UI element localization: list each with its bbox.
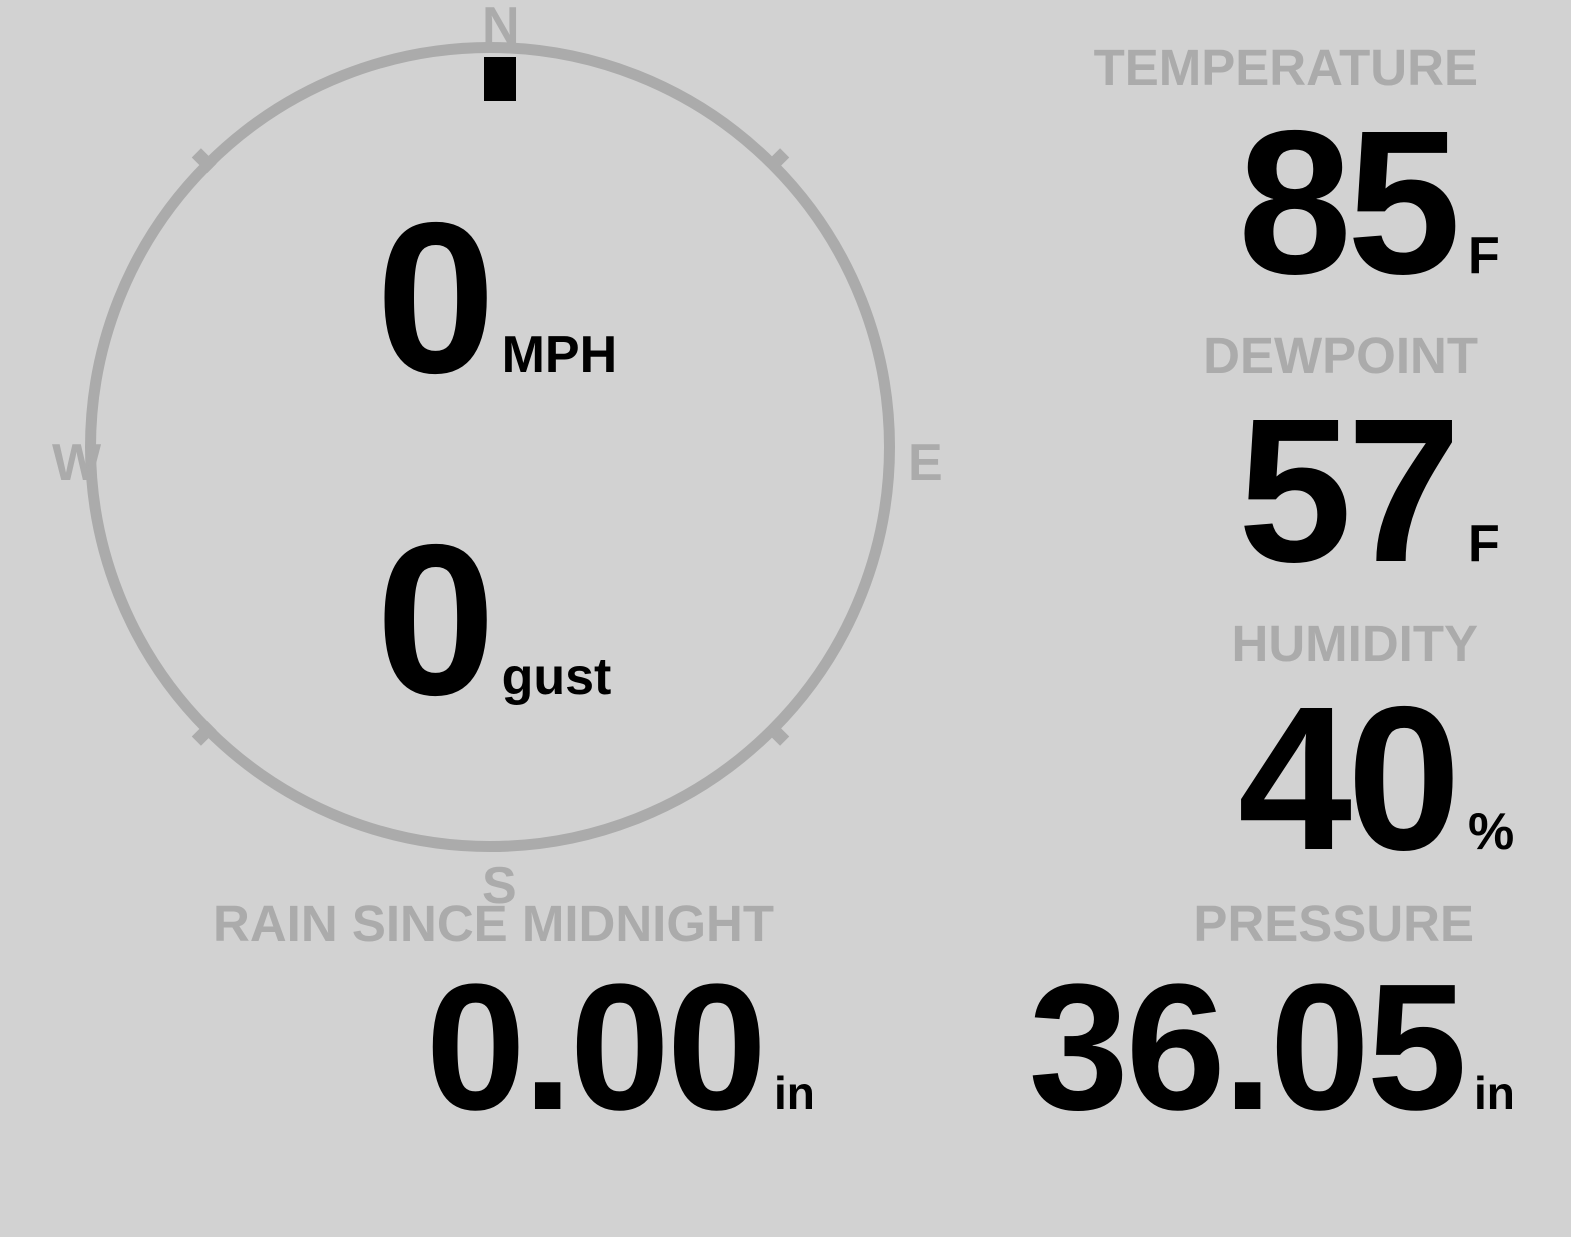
metric-pressure: PRESSURE 36.05 in bbox=[830, 898, 1520, 1142]
rain-unit: in bbox=[774, 1067, 815, 1119]
compass-tick-se bbox=[764, 721, 789, 746]
dewpoint-value: 57 bbox=[1237, 376, 1461, 605]
humidity-label: HUMIDITY bbox=[1231, 615, 1478, 672]
wind-speed-readout: 0 MPH bbox=[376, 190, 617, 405]
temperature-unit: F bbox=[1468, 227, 1500, 285]
dewpoint-label: DEWPOINT bbox=[1203, 327, 1478, 384]
metric-temperature: TEMPERATURE 85 F bbox=[980, 42, 1520, 310]
rain-value: 0.00 bbox=[425, 947, 767, 1148]
compass-tick-nw bbox=[191, 148, 216, 173]
compass-label-west: W bbox=[52, 434, 102, 492]
dewpoint-unit: F bbox=[1468, 515, 1500, 573]
metric-dewpoint: DEWPOINT 57 F bbox=[980, 330, 1520, 598]
humidity-value-row: 40 % bbox=[980, 664, 1520, 893]
temperature-value: 85 bbox=[1237, 88, 1461, 317]
compass-label-north: N bbox=[482, 0, 520, 55]
metric-rain-since-midnight: RAIN SINCE MIDNIGHT 0.00 in bbox=[130, 898, 820, 1142]
pressure-unit: in bbox=[1474, 1067, 1515, 1119]
compass-tick-ne bbox=[764, 148, 789, 173]
wind-gust-unit: gust bbox=[501, 648, 612, 706]
compass-ring bbox=[85, 42, 895, 852]
compass-label-south: S bbox=[482, 857, 517, 915]
wind-gauge-panel: N E S W 0 MPH 0 gust bbox=[0, 0, 1000, 912]
wind-direction-marker-icon bbox=[484, 57, 516, 101]
humidity-value: 40 bbox=[1237, 664, 1461, 893]
rain-value-row: 0.00 in bbox=[130, 953, 820, 1142]
dewpoint-value-row: 57 F bbox=[980, 376, 1520, 605]
compass-tick-sw bbox=[191, 721, 216, 746]
temperature-label: TEMPERATURE bbox=[1093, 39, 1478, 96]
compass-label-east: E bbox=[908, 434, 943, 492]
humidity-unit: % bbox=[1468, 803, 1515, 861]
wind-speed-value: 0 bbox=[376, 177, 496, 418]
pressure-value: 36.05 bbox=[1028, 947, 1467, 1148]
rain-label: RAIN SINCE MIDNIGHT bbox=[213, 895, 774, 952]
pressure-label: PRESSURE bbox=[1193, 895, 1474, 952]
metric-humidity: HUMIDITY 40 % bbox=[980, 618, 1520, 886]
wind-speed-unit: MPH bbox=[501, 326, 618, 384]
pressure-value-row: 36.05 in bbox=[830, 953, 1520, 1142]
temperature-value-row: 85 F bbox=[980, 88, 1520, 317]
wind-gust-readout: 0 gust bbox=[376, 512, 611, 727]
wind-gust-value: 0 bbox=[376, 499, 496, 740]
